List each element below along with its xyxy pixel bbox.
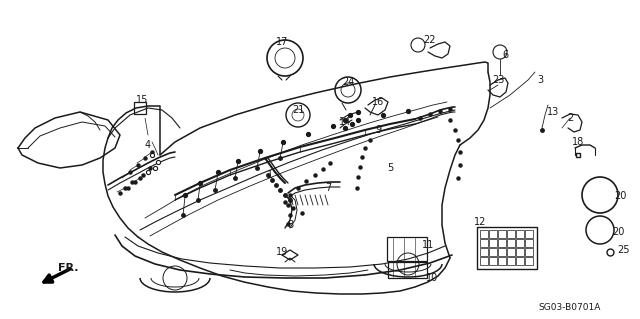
Text: 3: 3 [537, 75, 543, 85]
Text: 15: 15 [136, 95, 148, 105]
Text: 11: 11 [422, 240, 434, 250]
Text: 8: 8 [287, 220, 293, 230]
Text: 13: 13 [547, 107, 559, 117]
Text: FR.: FR. [58, 263, 78, 273]
Text: 9: 9 [375, 125, 381, 135]
Text: 4: 4 [145, 140, 151, 150]
Text: 18: 18 [572, 137, 584, 147]
Text: 7: 7 [325, 183, 331, 193]
Text: 23: 23 [492, 75, 504, 85]
Text: 19: 19 [276, 247, 288, 257]
Text: 2: 2 [567, 113, 573, 123]
Text: 12: 12 [474, 217, 486, 227]
Text: 20: 20 [614, 191, 626, 201]
Text: 5: 5 [387, 163, 393, 173]
Text: 24: 24 [342, 77, 354, 87]
Text: 14: 14 [339, 117, 351, 127]
Text: 22: 22 [424, 35, 436, 45]
Text: SG03-B0701A: SG03-B0701A [539, 303, 601, 313]
Text: 1: 1 [267, 170, 273, 180]
Text: 20: 20 [612, 227, 624, 237]
Text: 17: 17 [276, 37, 288, 47]
Text: 25: 25 [617, 245, 629, 255]
Text: 6: 6 [502, 50, 508, 60]
Text: 16: 16 [372, 97, 384, 107]
Text: 21: 21 [292, 105, 304, 115]
Text: 10: 10 [426, 273, 438, 283]
